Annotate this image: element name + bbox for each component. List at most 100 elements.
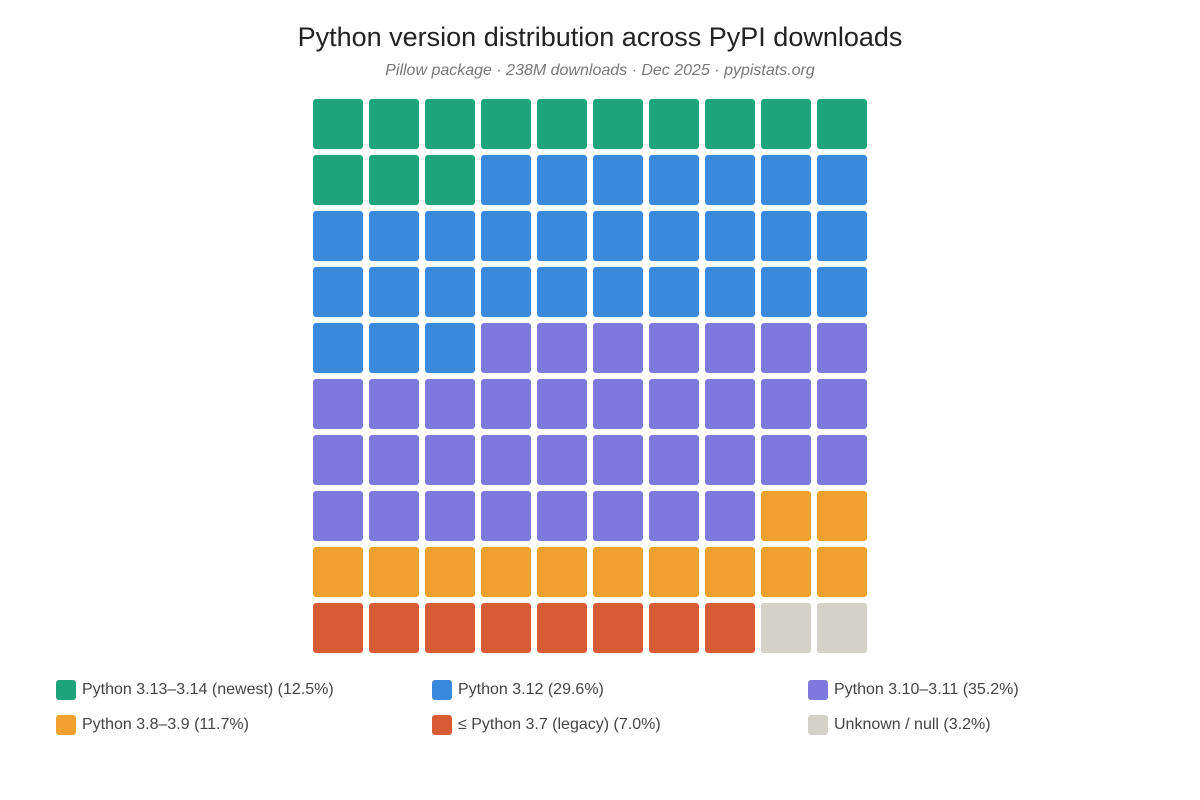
waffle-cell — [313, 99, 363, 149]
waffle-cell — [425, 99, 475, 149]
waffle-cell — [537, 491, 587, 541]
chart-title: Python version distribution across PyPI … — [297, 22, 903, 52]
legend-swatch — [432, 715, 452, 735]
waffle-cell — [593, 379, 643, 429]
waffle-cell — [705, 491, 755, 541]
waffle-cell — [817, 491, 867, 541]
waffle-cell — [313, 603, 363, 653]
waffle-cell — [425, 211, 475, 261]
waffle-cell — [761, 491, 811, 541]
waffle-cell — [593, 155, 643, 205]
waffle-cell — [817, 379, 867, 429]
waffle-cell — [481, 603, 531, 653]
waffle-cell — [761, 323, 811, 373]
waffle-cell — [425, 603, 475, 653]
waffle-cell — [761, 99, 811, 149]
waffle-cell — [817, 211, 867, 261]
waffle-cell — [649, 211, 699, 261]
waffle-cell — [537, 379, 587, 429]
waffle-cell — [705, 547, 755, 597]
waffle-cell — [593, 267, 643, 317]
waffle-cell — [313, 211, 363, 261]
waffle-cell — [761, 603, 811, 653]
waffle-cell — [649, 547, 699, 597]
waffle-cell — [817, 155, 867, 205]
waffle-cell — [369, 435, 419, 485]
waffle-cell — [649, 267, 699, 317]
waffle-cell — [593, 547, 643, 597]
waffle-cell — [369, 155, 419, 205]
waffle-cell — [705, 379, 755, 429]
waffle-cell — [481, 267, 531, 317]
waffle-cell — [313, 547, 363, 597]
legend-label: Python 3.10–3.11 (35.2%) — [834, 681, 1019, 698]
waffle-cell — [537, 211, 587, 261]
waffle-cell — [425, 435, 475, 485]
waffle-cell — [593, 491, 643, 541]
waffle-cell — [537, 323, 587, 373]
waffle-cell — [369, 547, 419, 597]
waffle-cell — [313, 267, 363, 317]
legend-swatch — [432, 680, 452, 700]
waffle-cell — [481, 547, 531, 597]
waffle-cell — [481, 323, 531, 373]
waffle-cell — [481, 379, 531, 429]
legend-label: Python 3.8–3.9 (11.7%) — [82, 716, 249, 733]
legend-item: Python 3.13–3.14 (newest) (12.5%) — [56, 679, 334, 701]
waffle-cell — [593, 323, 643, 373]
waffle-cell — [705, 267, 755, 317]
waffle-cell — [761, 435, 811, 485]
legend-item: Python 3.12 (29.6%) — [432, 679, 604, 701]
waffle-cell — [649, 379, 699, 429]
waffle-cell — [481, 435, 531, 485]
chart-subtitle: Pillow package · 238M downloads · Dec 20… — [385, 62, 815, 79]
waffle-cell — [425, 547, 475, 597]
waffle-cell — [369, 379, 419, 429]
waffle-cell — [369, 99, 419, 149]
waffle-cell — [761, 211, 811, 261]
waffle-cell — [705, 99, 755, 149]
waffle-cell — [369, 267, 419, 317]
waffle-cell — [593, 211, 643, 261]
legend-item: Python 3.10–3.11 (35.2%) — [808, 679, 1019, 701]
waffle-cell — [481, 155, 531, 205]
waffle-cell — [313, 379, 363, 429]
waffle-cell — [705, 155, 755, 205]
waffle-cell — [537, 547, 587, 597]
waffle-cell — [313, 155, 363, 205]
waffle-cell — [817, 547, 867, 597]
legend-label: Unknown / null (3.2%) — [834, 716, 991, 733]
waffle-cell — [425, 155, 475, 205]
waffle-cell — [593, 99, 643, 149]
legend-label: Python 3.12 (29.6%) — [458, 681, 604, 698]
waffle-cell — [481, 491, 531, 541]
legend-swatch — [808, 680, 828, 700]
legend-label: Python 3.13–3.14 (newest) (12.5%) — [82, 681, 334, 698]
waffle-cell — [425, 379, 475, 429]
waffle-cell — [705, 211, 755, 261]
legend-item: ≤ Python 3.7 (legacy) (7.0%) — [432, 714, 661, 736]
waffle-cell — [705, 435, 755, 485]
waffle-cell — [649, 99, 699, 149]
waffle-cell — [817, 603, 867, 653]
waffle-cell — [537, 435, 587, 485]
waffle-cell — [649, 603, 699, 653]
waffle-cell — [649, 435, 699, 485]
waffle-cell — [593, 435, 643, 485]
waffle-cell — [761, 267, 811, 317]
waffle-cell — [817, 99, 867, 149]
waffle-cell — [593, 603, 643, 653]
waffle-grid — [313, 99, 869, 655]
waffle-cell — [537, 99, 587, 149]
waffle-cell — [425, 323, 475, 373]
waffle-cell — [369, 491, 419, 541]
waffle-cell — [761, 155, 811, 205]
waffle-cell — [313, 323, 363, 373]
waffle-cell — [649, 491, 699, 541]
legend-swatch — [56, 680, 76, 700]
legend-item: Python 3.8–3.9 (11.7%) — [56, 714, 249, 736]
waffle-cell — [705, 603, 755, 653]
waffle-cell — [369, 323, 419, 373]
waffle-cell — [313, 435, 363, 485]
legend-swatch — [56, 715, 76, 735]
